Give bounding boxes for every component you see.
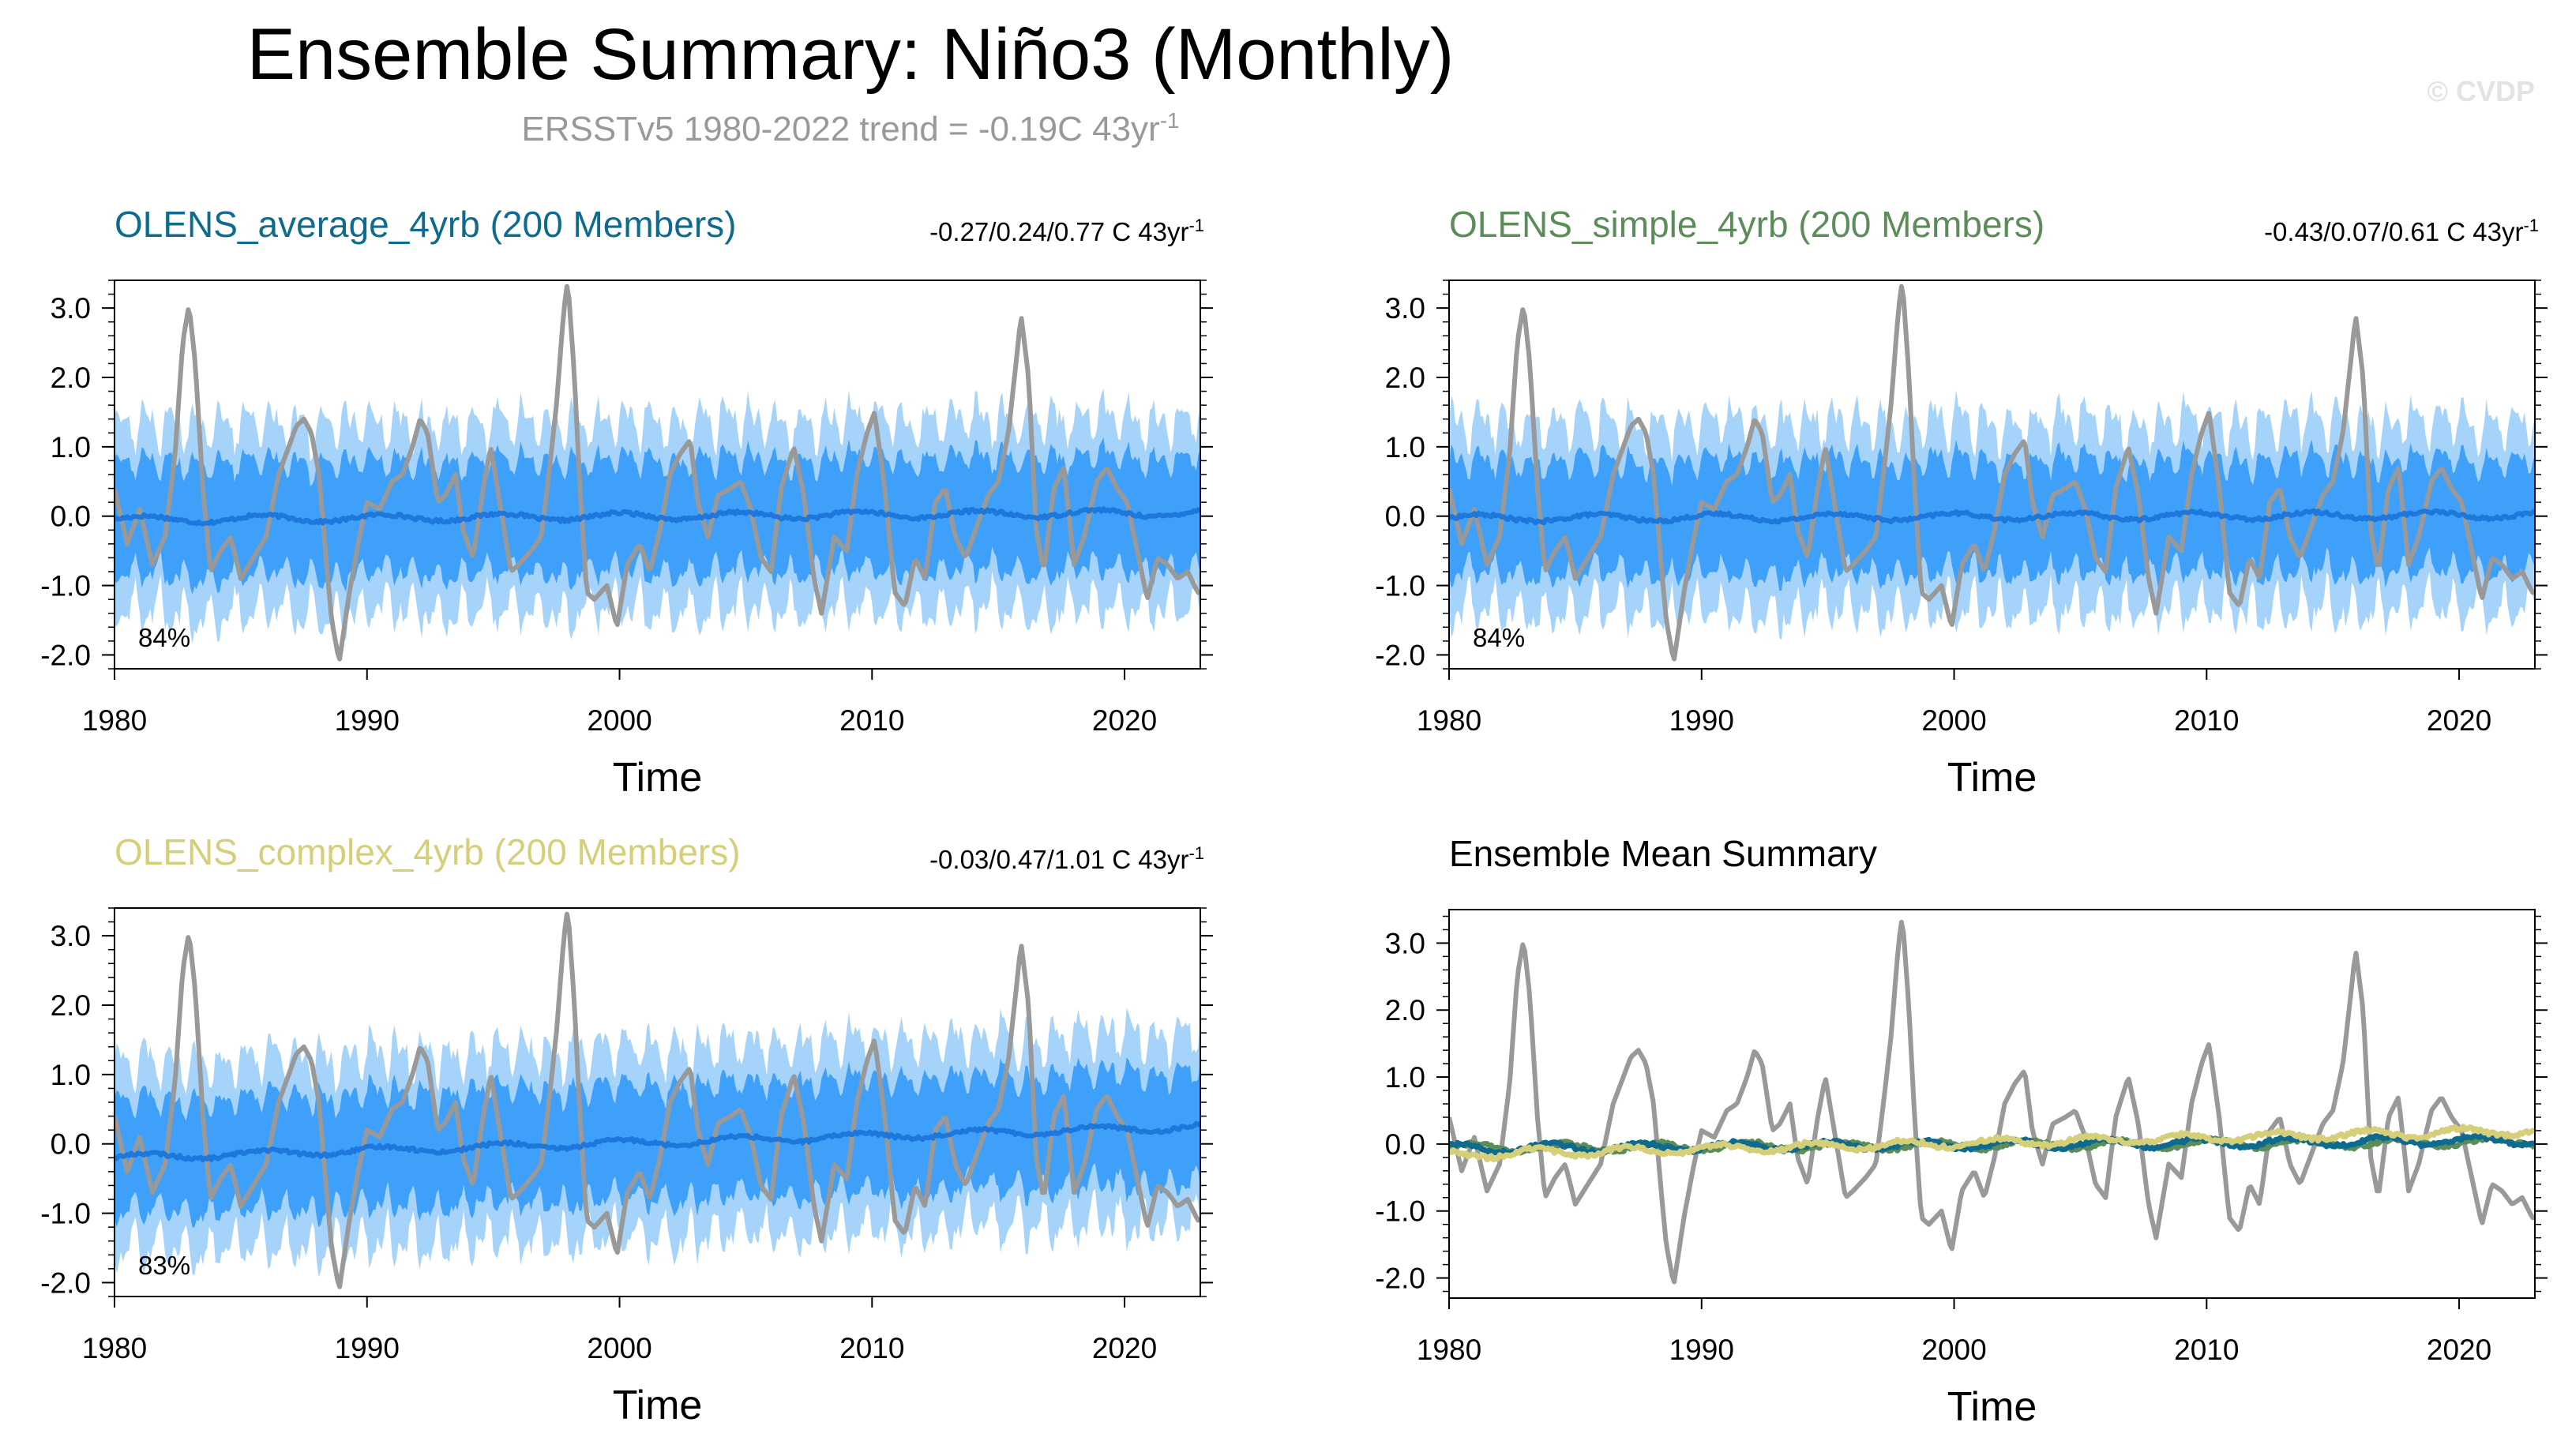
x-axis-label: Time bbox=[613, 755, 703, 801]
x-axis-label: Time bbox=[1947, 1384, 2037, 1430]
plot-area bbox=[115, 911, 1200, 1289]
x-tick-label: 2020 bbox=[2427, 1334, 2491, 1366]
watermark: © CVDP bbox=[2427, 75, 2535, 107]
panel-title: OLENS_simple_4yrb (200 Members) bbox=[1449, 204, 2044, 245]
y-tick-label: 0.0 bbox=[51, 501, 91, 533]
y-tick-label: 3.0 bbox=[1385, 292, 1425, 325]
trend-label: -0.43/0.07/0.61 C 43yr-1 bbox=[2264, 216, 2539, 246]
trend-label: -0.27/0.24/0.77 C 43yr-1 bbox=[929, 216, 1204, 246]
x-tick-label: 1980 bbox=[82, 704, 147, 737]
trend-label-superscript: -1 bbox=[2523, 216, 2539, 235]
y-tick-label: 0.0 bbox=[1385, 1128, 1425, 1161]
plot-area bbox=[1449, 283, 2535, 662]
y-tick-label: -2.0 bbox=[40, 639, 91, 671]
trend-label-superscript: -1 bbox=[1188, 843, 1204, 863]
y-tick-label: -1.0 bbox=[40, 1198, 91, 1230]
x-tick-label: 2020 bbox=[1092, 704, 1157, 737]
y-tick-label: -2.0 bbox=[1375, 1263, 1425, 1295]
percent-label: 83% bbox=[138, 1251, 190, 1280]
y-tick-label: 1.0 bbox=[51, 431, 91, 463]
x-axis-label: Time bbox=[1947, 755, 2037, 801]
y-tick-label: -1.0 bbox=[1375, 1195, 1425, 1228]
panel-ensemble-mean-summary: Ensemble Mean Summary -2.0 -1.0 0.0 1.0 2.0 3.… bbox=[1375, 833, 2548, 1430]
y-tick-label: 0.0 bbox=[51, 1128, 91, 1161]
y-tick-label: 2.0 bbox=[1385, 994, 1425, 1026]
x-tick-label: 2010 bbox=[839, 704, 904, 737]
y-tick-label: -1.0 bbox=[40, 570, 91, 602]
ensemble-mean-line bbox=[115, 506, 1200, 527]
observed-line bbox=[115, 911, 1200, 1289]
y-tick-label: -2.0 bbox=[1375, 639, 1425, 671]
trend-label-superscript: -1 bbox=[1188, 216, 1204, 235]
observed-line bbox=[1449, 920, 2535, 1285]
main-title: Ensemble Summary: Niño3 (Monthly) bbox=[247, 14, 1455, 95]
observed-line bbox=[1449, 283, 2535, 662]
x-tick-label: 2000 bbox=[1921, 1334, 1986, 1366]
x-tick-label: 2000 bbox=[1921, 704, 1986, 737]
panel-title: Ensemble Mean Summary bbox=[1449, 833, 1877, 874]
panel-title: OLENS_complex_4yrb (200 Members) bbox=[115, 831, 741, 872]
trend-label-text: -0.27/0.24/0.77 C 43yr bbox=[929, 217, 1188, 246]
y-tick-label: 3.0 bbox=[1385, 927, 1425, 959]
panel-title: OLENS_average_4yrb (200 Members) bbox=[115, 204, 736, 245]
ensemble-mean-line bbox=[115, 1120, 1200, 1162]
plot-area bbox=[1449, 920, 2535, 1285]
x-tick-label: 2010 bbox=[839, 1332, 904, 1364]
percent-label: 84% bbox=[1473, 623, 1525, 652]
x-tick-label: 1980 bbox=[82, 1332, 147, 1364]
x-tick-label: 1980 bbox=[1417, 1334, 1481, 1366]
y-tick-label: 1.0 bbox=[1385, 1061, 1425, 1094]
panel-olens-simple: OLENS_simple_4yrb (200 Members) -0.43/0.0… bbox=[1375, 204, 2548, 801]
ensemble-mean-complex bbox=[1449, 1124, 2535, 1163]
y-tick-label: 2.0 bbox=[51, 989, 91, 1022]
x-tick-label: 2020 bbox=[2427, 704, 2491, 737]
subtitle-text: ERSSTv5 1980-2022 trend = -0.19C 43yr bbox=[521, 110, 1159, 148]
x-tick-label: 1990 bbox=[1669, 704, 1734, 737]
trend-label-text: -0.03/0.47/1.01 C 43yr bbox=[929, 845, 1188, 874]
ensemble-mean-line bbox=[1449, 508, 2535, 526]
y-tick-label: 1.0 bbox=[1385, 431, 1425, 463]
subtitle-superscript: -1 bbox=[1160, 108, 1180, 133]
x-tick-label: 1980 bbox=[1417, 704, 1481, 737]
y-tick-label: -2.0 bbox=[40, 1266, 91, 1299]
observed-line bbox=[115, 283, 1200, 662]
x-tick-label: 1990 bbox=[335, 1332, 400, 1364]
y-tick-label: 3.0 bbox=[51, 292, 91, 325]
trend-label: -0.03/0.47/1.01 C 43yr-1 bbox=[929, 843, 1204, 874]
y-tick-label: 1.0 bbox=[51, 1059, 91, 1091]
y-tick-label: 2.0 bbox=[1385, 362, 1425, 394]
x-tick-label: 2000 bbox=[587, 704, 651, 737]
subtitle: ERSSTv5 1980-2022 trend = -0.19C 43yr-1 bbox=[521, 108, 1179, 148]
x-tick-label: 2020 bbox=[1092, 1332, 1157, 1364]
percent-label: 84% bbox=[138, 623, 190, 652]
x-tick-label: 1990 bbox=[1669, 1334, 1734, 1366]
trend-label-text: -0.43/0.07/0.61 C 43yr bbox=[2264, 217, 2523, 246]
y-tick-label: 0.0 bbox=[1385, 501, 1425, 533]
plot-area bbox=[115, 283, 1200, 662]
x-tick-label: 2010 bbox=[2174, 704, 2239, 737]
panel-olens-average: OLENS_average_4yrb (200 Members) -0.27/0.… bbox=[40, 204, 1213, 801]
x-tick-label: 2000 bbox=[587, 1332, 651, 1364]
x-tick-label: 2010 bbox=[2174, 1334, 2239, 1366]
y-tick-label: -1.0 bbox=[1375, 570, 1425, 602]
y-tick-label: 2.0 bbox=[51, 362, 91, 394]
panel-olens-complex: OLENS_complex_4yrb (200 Members) -0.03/0.… bbox=[40, 831, 1213, 1428]
x-tick-label: 1990 bbox=[335, 704, 400, 737]
x-axis-label: Time bbox=[613, 1383, 703, 1428]
y-tick-label: 3.0 bbox=[51, 920, 91, 952]
